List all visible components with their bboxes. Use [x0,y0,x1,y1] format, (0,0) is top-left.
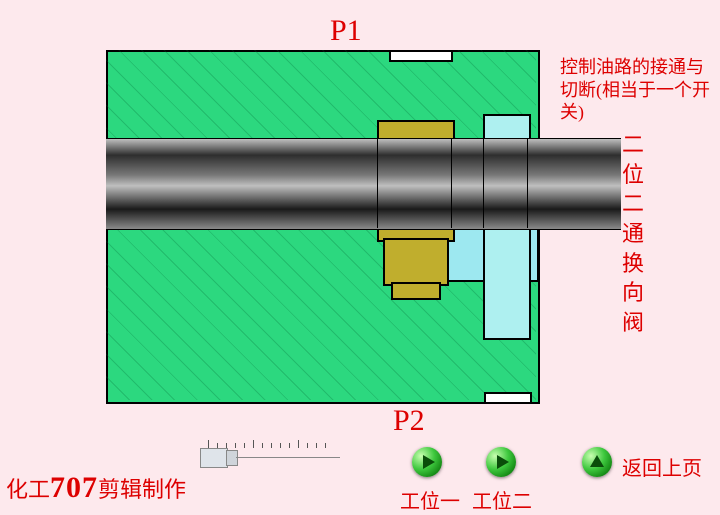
footer-credit: 化工707剪辑制作 [6,471,186,505]
back-button[interactable] [582,447,612,477]
play-station-2-button[interactable] [486,447,516,477]
port-p1-label: P1 [330,14,362,48]
back-label: 返回上页 [622,452,702,481]
valve-title-vertical: 二位二通换向阀 [621,130,645,338]
play-station-1-button[interactable] [412,447,442,477]
port-p2-label: P2 [393,404,425,438]
ruler-icon [200,440,340,470]
station-2-label: 工位二 [472,485,532,514]
footer-prefix: 化工 [6,477,50,502]
footer-suffix: 剪辑制作 [98,477,186,502]
station-1-label: 工位一 [400,485,460,514]
footer-number: 707 [50,471,98,504]
description-text: 控制油路的接通与切断(相当于一个开关) [560,56,710,124]
valve-body [106,50,536,400]
